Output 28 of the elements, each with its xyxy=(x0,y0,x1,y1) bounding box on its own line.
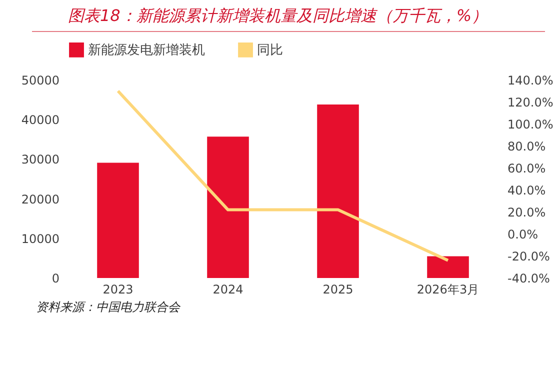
text: 资料来源：中国电力联合会 xyxy=(35,299,182,316)
bar xyxy=(207,136,249,278)
y-tick-label: 10000 xyxy=(21,232,60,246)
y-tick-label: 40000 xyxy=(21,113,60,128)
bar xyxy=(317,104,359,278)
y2-tick-label: 60.0% xyxy=(508,162,546,176)
y2-tick-label: 0.0% xyxy=(508,228,538,242)
y2-tick-label: 100.0% xyxy=(508,118,553,132)
y2-tick-label: -40.0% xyxy=(508,272,550,286)
y-tick-label: 50000 xyxy=(21,74,60,88)
chart-title: 图表18：新能源累计新增装机量及同比增速（万千瓦，%） xyxy=(32,0,545,32)
x-tick-label: 2023 xyxy=(102,282,134,296)
y-tick-label: 30000 xyxy=(21,152,60,167)
bar xyxy=(97,162,139,278)
legend-label: 新能源发电新增装机 xyxy=(88,42,205,58)
y2-tick-label: 120.0% xyxy=(508,96,553,110)
y2-tick-label: 40.0% xyxy=(508,184,546,198)
y2-tick-label: 20.0% xyxy=(508,206,546,220)
y2-tick-label: 80.0% xyxy=(508,140,546,154)
x-tick-label: 2024 xyxy=(212,282,244,296)
y2-tick-label: 140.0% xyxy=(508,74,553,88)
x-tick-label: 2025 xyxy=(322,282,354,296)
y-tick-label: 0 xyxy=(52,272,60,286)
y-tick-label: 20000 xyxy=(21,192,60,206)
y2-tick-label: -20.0% xyxy=(508,250,550,264)
legend-label: 同比 xyxy=(257,42,283,58)
x-tick-label: 2026年3月 xyxy=(416,282,480,296)
bar xyxy=(427,256,469,278)
